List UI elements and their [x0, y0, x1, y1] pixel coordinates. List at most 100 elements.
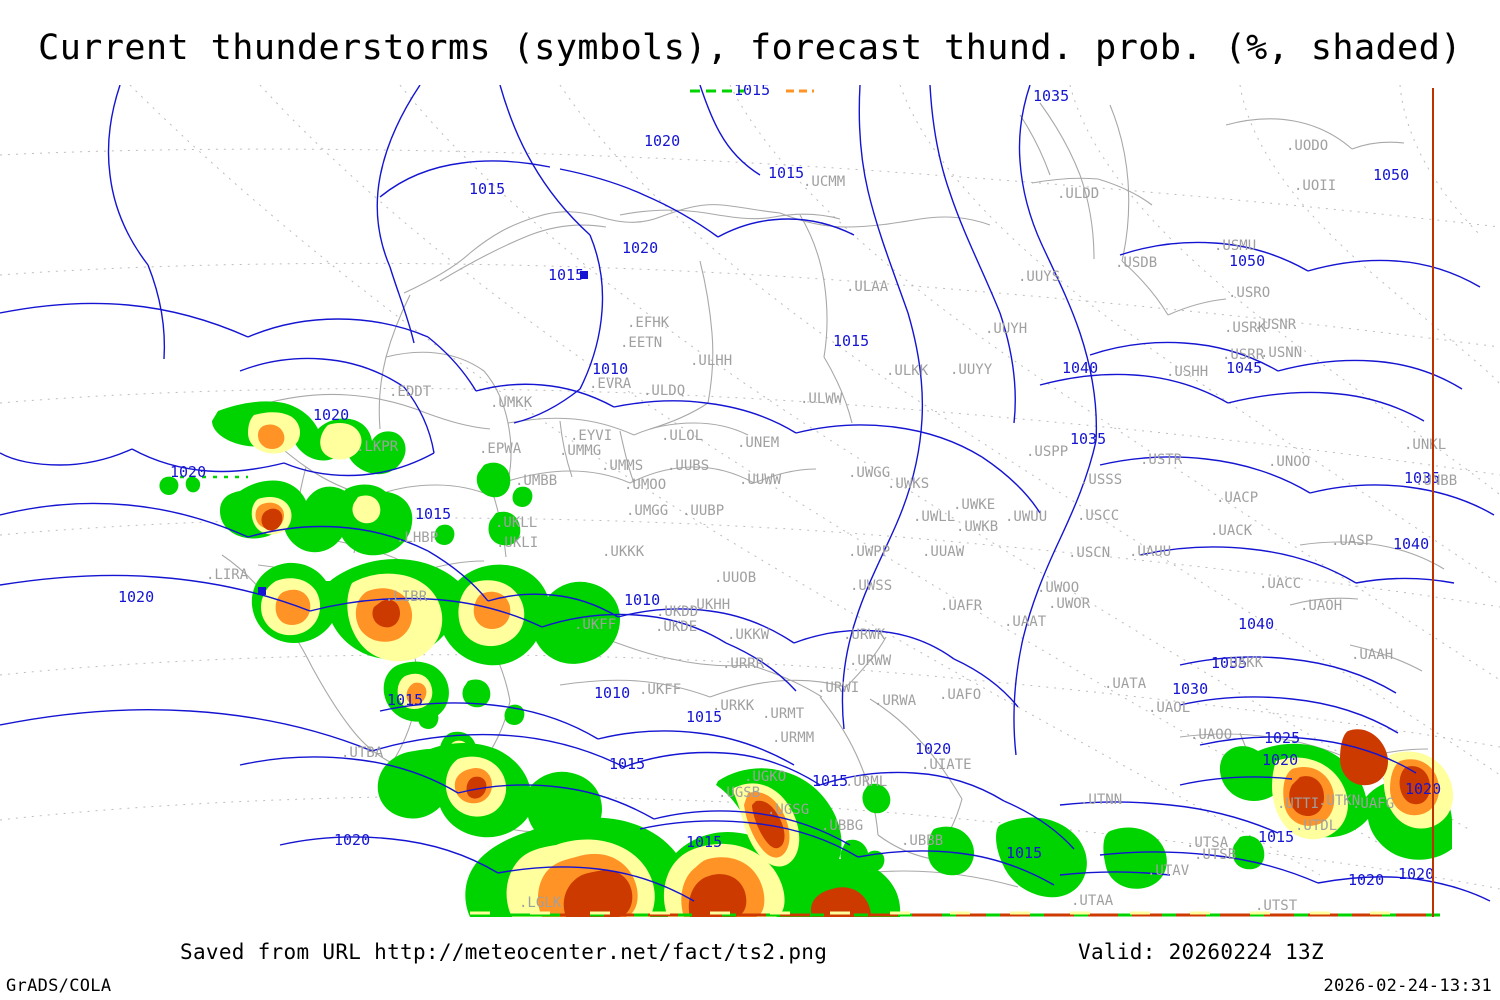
station-label: .LGLK [519, 895, 562, 911]
isobar-label: 1030 [1172, 680, 1208, 698]
station-label: .UMMG [559, 443, 601, 459]
station-label: .ULHH [690, 353, 732, 369]
station-label: .EPWA [479, 441, 522, 457]
station-label: .UACK [1210, 523, 1253, 539]
isobar-label: 1035 [1033, 87, 1069, 105]
station-label: .UTSA [1186, 835, 1229, 851]
station-label: .USRO [1228, 285, 1270, 301]
station-label: .ULAA [846, 279, 889, 295]
isobar-label: 1050 [1229, 252, 1265, 270]
isobar-label: 1020 [313, 406, 349, 424]
station-label: .UASP [1331, 533, 1373, 549]
station-label: .URRR [722, 656, 765, 672]
station-label: .USSS [1080, 472, 1122, 488]
station-label: .UBBG [821, 818, 863, 834]
station-label: .UUBP [682, 503, 724, 519]
station-label: .UUYY [950, 362, 993, 378]
map-canvas: 1015 1035 1050 1020 1015 1015 1020 1015 1050 1015… [0, 85, 1500, 917]
station-label: .URWK [843, 627, 886, 643]
station-label: .UIATE [921, 757, 972, 773]
station-label: .UGSG [767, 802, 809, 818]
isobar-label: 1020 [1348, 871, 1384, 889]
thunderstorm-symbol [580, 271, 588, 279]
station-label: .UATA [1104, 676, 1147, 692]
station-label: .USRK [1224, 320, 1267, 336]
station-label: .UMMS [601, 458, 643, 474]
thunderstorm-symbol-layer [258, 271, 588, 595]
isobar-label: 1020 [622, 239, 658, 257]
station-label: .URMM [772, 730, 814, 746]
isobar-label: 1020 [334, 831, 370, 849]
station-label: .UAFG [1352, 796, 1394, 812]
station-label: .UWKS [887, 476, 929, 492]
station-label: .USTR [1140, 452, 1183, 468]
station-label: .UTNN [1080, 792, 1122, 808]
isobar-label: 1015 [812, 772, 848, 790]
isobar-label: 1010 [594, 684, 630, 702]
isobar-label: 1040 [1238, 615, 1274, 633]
isobar-label: 1050 [1373, 166, 1409, 184]
station-label: .USPP [1026, 444, 1068, 460]
station-label: .URWW [849, 653, 892, 669]
station-label: .UGSB [718, 785, 760, 801]
station-label: .UUYS [1018, 269, 1060, 285]
station-label: .UKLI [496, 535, 538, 551]
station-label: .USCN [1068, 545, 1110, 561]
isobar-label: 1015 [768, 164, 804, 182]
station-label: .UTBA [341, 745, 384, 761]
isobar-label: 1040 [1393, 535, 1429, 553]
isobar-label: 1035 [1070, 430, 1106, 448]
thunderstorm-symbol [258, 587, 266, 595]
station-label: .UWKB [956, 519, 998, 535]
station-label: .UTAV [1147, 863, 1190, 879]
station-label: .UMGG [626, 503, 668, 519]
station-label: .UMBB [515, 473, 557, 489]
station-label: .UWOO [1037, 580, 1079, 596]
station-label: .UACP [1216, 490, 1258, 506]
station-label: .URMT [762, 706, 805, 722]
valid-time-text: Valid: 20260224 13Z [1078, 940, 1324, 964]
isobar-label: 1025 [1264, 729, 1300, 747]
station-label: .UCMM [803, 174, 845, 190]
station-label: .UWOR [1048, 596, 1091, 612]
station-label: .UMOO [624, 477, 666, 493]
station-label: .UBBB [901, 833, 943, 849]
station-label: .UACC [1259, 576, 1301, 592]
grads-cola-credit: GrADS/COLA [6, 976, 112, 996]
station-label: .UAKK [1221, 655, 1264, 671]
saved-from-url-text: Saved from URL http://meteocenter.net/fa… [180, 940, 828, 964]
isobar-label: 1020 [1405, 780, 1441, 798]
isobar-label: 1015 [686, 708, 722, 726]
isobar-label: 1015 [686, 833, 722, 851]
station-label: .UTAA [1071, 893, 1114, 909]
station-label: .UAOH [1300, 598, 1342, 614]
station-label: .EYVI [570, 428, 612, 444]
isobar-label: 1020 [1262, 751, 1298, 769]
station-label: .UNKL [1404, 437, 1446, 453]
station-label: .UTTI [1277, 796, 1319, 812]
station-label: .UNBB [1415, 473, 1457, 489]
isobar-label: 1020 [644, 132, 680, 150]
station-label: .UUWW [739, 472, 782, 488]
station-label: .UWUU [1005, 509, 1047, 525]
station-label: .ULKK [886, 363, 929, 379]
station-label: .UWPP [848, 544, 890, 560]
station-label: .URWA [874, 693, 917, 709]
graticule-layer [0, 85, 1500, 890]
isobar-label: 1015 [609, 755, 645, 773]
isobar-label: 1015 [548, 266, 584, 284]
station-label: .URWI [817, 680, 859, 696]
station-label: .UAUU [1129, 544, 1171, 560]
station-label: .UWGG [848, 465, 890, 481]
station-label: .UAOL [1148, 700, 1190, 716]
station-label: .USCC [1077, 508, 1119, 524]
station-label: .ULWW [800, 391, 843, 407]
station-label: .UWKE [953, 497, 995, 513]
station-label: .LHBP [396, 530, 438, 546]
station-label: .USHH [1166, 364, 1208, 380]
station-label: .LIBR [385, 589, 428, 605]
station-label: .UUOB [714, 570, 756, 586]
isobar-layer [0, 85, 1495, 902]
station-label: .UTKN [1318, 793, 1360, 809]
isobar-label: 1035 [1211, 654, 1247, 672]
